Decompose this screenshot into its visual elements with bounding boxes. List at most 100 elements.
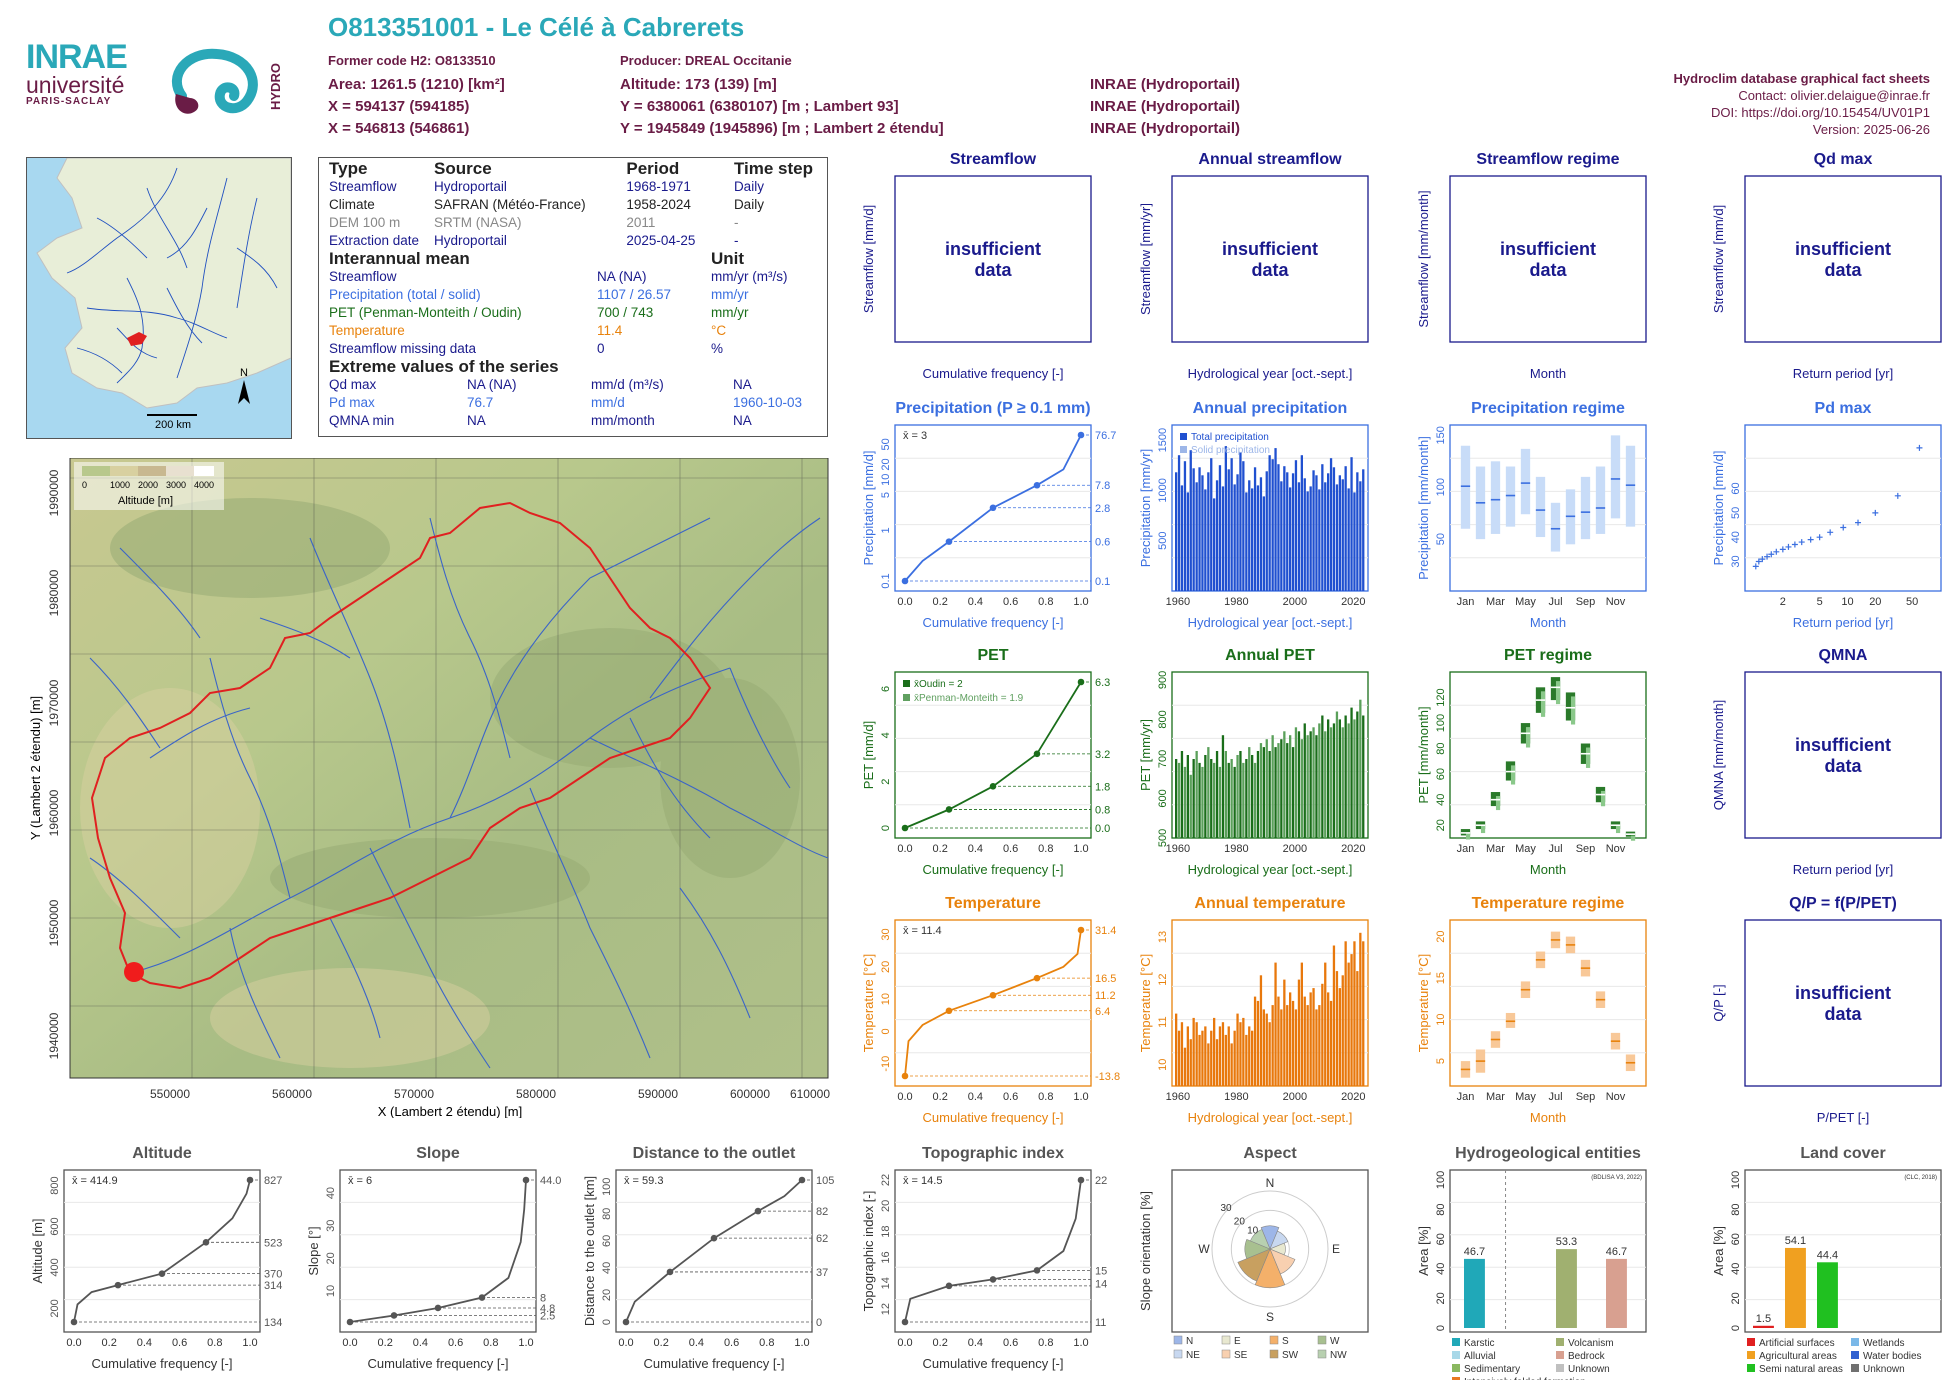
y-tick: 1500: [1157, 428, 1169, 452]
x-tick: 0.6: [1003, 1091, 1018, 1103]
annual-bar: [1213, 762, 1216, 838]
annual-bar: [1262, 747, 1265, 838]
legend-swatch: [1269, 1349, 1279, 1359]
cdf-point: [989, 991, 997, 999]
annual-bar: [1177, 455, 1181, 591]
y-tick: 20: [880, 961, 892, 973]
annual-bar: [1294, 727, 1298, 838]
cell: mm/yr (m³/s): [711, 269, 788, 284]
x-tick: 0.6: [1003, 843, 1018, 855]
x-axis-label: Return period [yr]: [1793, 862, 1893, 877]
annual-bar: [1324, 482, 1327, 591]
chart-hydrogeo: Hydrogeological entities Area [%] 46.7 53.3…: [1416, 1145, 1647, 1386]
cdf-point: [945, 538, 953, 545]
legend-label: Sedimentary: [1464, 1364, 1520, 1375]
h-unit: Unit: [711, 249, 745, 268]
info-table: Type Source Period Time step Streamflow H…: [318, 157, 828, 437]
regime-box: [1610, 435, 1621, 519]
legend-swatch: [1221, 1349, 1231, 1359]
cdf-point: [114, 1281, 122, 1289]
panel-landcover: Land cover Area [%] 1.5 54.1 44.4 0 20 40 60 80 10…: [1700, 1138, 1960, 1380]
y-axis-label: Distance to the outlet [km]: [582, 1176, 597, 1326]
cell: mm/yr: [711, 287, 749, 302]
polar-ring: [1211, 1190, 1329, 1308]
annual-bar: [1177, 762, 1181, 838]
regime-box: [1460, 445, 1471, 529]
y-tick: 40: [601, 1262, 613, 1274]
annual-bar: [1198, 467, 1201, 591]
y-tick: 10: [880, 474, 892, 486]
x-tick: Nov: [1606, 1091, 1626, 1103]
legend-swatch: [1317, 1335, 1327, 1345]
panel-precip_cdf: Precipitation (P ≥ 0.1 mm) Cumulative fre…: [850, 393, 1126, 639]
cdf-point: [1033, 750, 1041, 758]
annual-bar: [1297, 979, 1301, 1086]
insufficient-label: data: [1824, 1004, 1862, 1024]
annual-bar: [1198, 762, 1201, 838]
legend-label: Volcanism: [1568, 1338, 1614, 1349]
cell: NA: [733, 413, 752, 428]
panel-annual_temp: Annual temperature Hydrological year [oct…: [1127, 888, 1403, 1134]
quantile-label: 31.4: [1095, 925, 1116, 937]
bar-label: 53.3: [1556, 1236, 1577, 1248]
y-tick: 2: [880, 779, 892, 785]
legend-tick: 2000: [138, 480, 158, 490]
y-tick: 40: [1435, 1263, 1447, 1275]
annual-bar: [1341, 975, 1344, 1086]
x-tick: 2020: [1341, 596, 1365, 608]
annual-bar: [1291, 1000, 1295, 1086]
x-axis-label: Cumulative frequency [-]: [92, 1356, 233, 1371]
annual-bar: [1332, 723, 1336, 838]
y-tick: 14: [880, 1277, 892, 1289]
legend-swatch: [1180, 433, 1187, 440]
cdf-line: [904, 1179, 1082, 1323]
chart-qmna: QMNA Return period [yr] QMNA [mm/month] ins…: [1711, 647, 1942, 877]
annual-bar: [1306, 735, 1309, 838]
annual-bar: [1291, 473, 1295, 591]
x-tick: Mar: [1486, 1091, 1505, 1103]
plot-frame: [1744, 175, 1942, 343]
regime-box-pm: [1495, 796, 1501, 811]
quantile-label: 6.4: [1095, 1006, 1110, 1018]
annual-bar: [1362, 715, 1365, 838]
x-tick: 0.0: [897, 843, 912, 855]
quantile-label: 3.2: [1095, 749, 1110, 761]
annual-bar: [1329, 727, 1333, 838]
aspect-sector: [1237, 1248, 1271, 1282]
x-tick: 10: [1841, 596, 1853, 608]
cell: -: [733, 215, 739, 230]
x-tick: 0.8: [1038, 596, 1053, 608]
legend-swatch: [1556, 1364, 1564, 1372]
annual-bar: [1236, 474, 1239, 591]
gev-point: [1816, 534, 1823, 541]
altitude-legend: 0 1000 2000 3000 4000 Altitude [m]: [82, 466, 214, 507]
y-axis-label: Altitude [m]: [30, 1218, 45, 1283]
h-interannual: Interannual mean: [329, 249, 470, 268]
annual-bar: [1192, 468, 1195, 591]
annual-bar: [1201, 766, 1204, 838]
y-tick: 0: [1435, 1325, 1447, 1331]
annual-bar: [1347, 488, 1350, 591]
annual-bar: [1265, 739, 1268, 838]
quantile-label: 827: [264, 1175, 282, 1187]
insufficient-label: insufficient: [945, 239, 1041, 259]
x-tick: 0.2: [654, 1337, 669, 1349]
panel-streamflow: Streamflow Cumulative frequency [-] Stream…: [850, 144, 1126, 390]
category-bar: [1606, 1258, 1627, 1328]
annual-bar: [1300, 739, 1303, 838]
annual-bar: [1180, 1022, 1184, 1086]
panel-pd_max: Pd max Return period [yr] Precipitation [m…: [1700, 393, 1960, 639]
y-tick: 800: [1157, 710, 1169, 728]
annual-bar: [1256, 1000, 1260, 1086]
y-tick: 10: [1157, 1059, 1169, 1071]
cell: 700 / 743: [597, 305, 654, 320]
legend-swatch: [1269, 1335, 1279, 1345]
panel-hydrogeo: Hydrogeological entities Area [%] 46.7 53.3…: [1405, 1138, 1681, 1386]
gev-point: [1768, 551, 1775, 558]
y-tick: 1960000: [47, 789, 61, 836]
mean-label: x̄ = 3: [903, 430, 927, 442]
y-axis-label: PET [mm/d]: [861, 721, 876, 789]
panel-qd_max: Qd max Return period [yr] Streamflow [mm/d…: [1700, 144, 1960, 390]
annual-bar: [1318, 489, 1321, 591]
legend-swatch: [1452, 1377, 1460, 1385]
